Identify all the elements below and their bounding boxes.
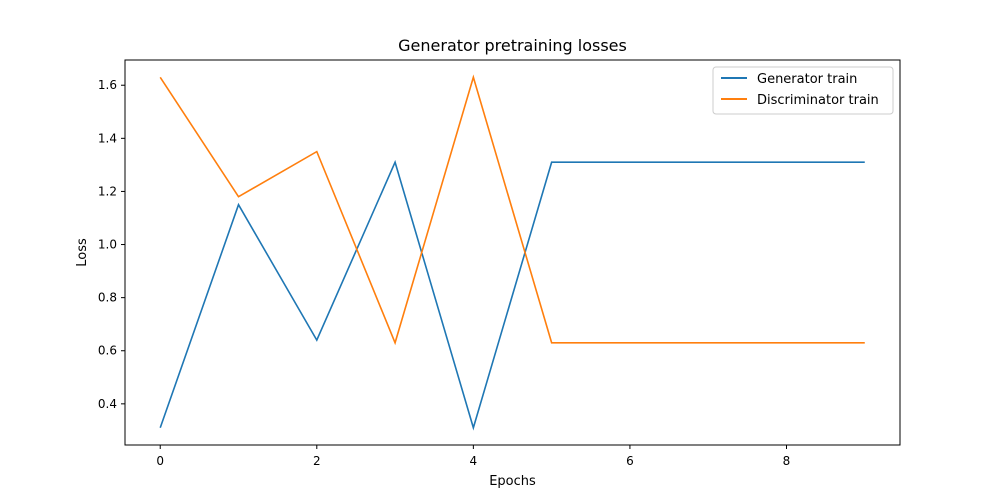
data-point-discriminator-train	[472, 76, 474, 78]
legend-label-generator-train: Generator train	[757, 72, 857, 87]
data-point-discriminator-train	[237, 196, 239, 198]
y-tick-label: 1.6	[98, 78, 117, 92]
x-tick-label: 6	[626, 454, 634, 468]
data-point-discriminator-train	[707, 342, 709, 344]
x-tick-label: 2	[313, 454, 321, 468]
data-point-discriminator-train	[550, 342, 552, 344]
data-point-generator-train	[785, 161, 787, 163]
data-point-discriminator-train	[394, 342, 396, 344]
data-point-generator-train	[707, 161, 709, 163]
y-tick-label: 0.4	[98, 397, 117, 411]
plot-frame	[124, 59, 901, 446]
legend-label-discriminator-train: Discriminator train	[757, 93, 879, 108]
x-tick-label: 8	[783, 454, 791, 468]
data-point-generator-train	[550, 161, 552, 163]
chart-title: Generator pretraining losses	[398, 36, 627, 55]
series-line-generator-train	[159, 159, 865, 431]
y-tick-label: 0.8	[98, 291, 117, 305]
legend-box	[712, 66, 894, 115]
data-point-generator-train	[394, 161, 396, 163]
axis-ticks: 0 2 4 6 8 0.4 0.6 0.8 1.0 1.2 1.4 1.6	[98, 78, 790, 468]
y-tick-label: 1.0	[98, 238, 117, 252]
data-point-discriminator-train	[159, 76, 161, 78]
y-tick-label: 1.4	[98, 131, 117, 145]
series-line-discriminator-train	[159, 74, 865, 346]
data-point-generator-train	[472, 427, 474, 429]
series-lines	[159, 74, 866, 431]
x-tick-label: 4	[470, 454, 478, 468]
data-point-generator-train	[159, 427, 161, 429]
y-tick-label: 1.2	[98, 184, 117, 198]
y-tick-label: 0.6	[98, 344, 117, 358]
x-axis-label: Epochs	[489, 474, 536, 489]
data-point-discriminator-train	[785, 342, 787, 344]
x-tick-label: 0	[156, 454, 164, 468]
data-point-generator-train	[629, 161, 631, 163]
data-point-discriminator-train	[629, 342, 631, 344]
data-point-generator-train	[237, 204, 239, 206]
y-axis-label: Loss	[75, 238, 90, 267]
data-point-discriminator-train	[316, 150, 318, 152]
legend: Generator train Discriminator train	[712, 66, 894, 115]
data-point-generator-train	[864, 161, 866, 163]
data-point-discriminator-train	[864, 342, 866, 344]
data-point-generator-train	[316, 339, 318, 341]
